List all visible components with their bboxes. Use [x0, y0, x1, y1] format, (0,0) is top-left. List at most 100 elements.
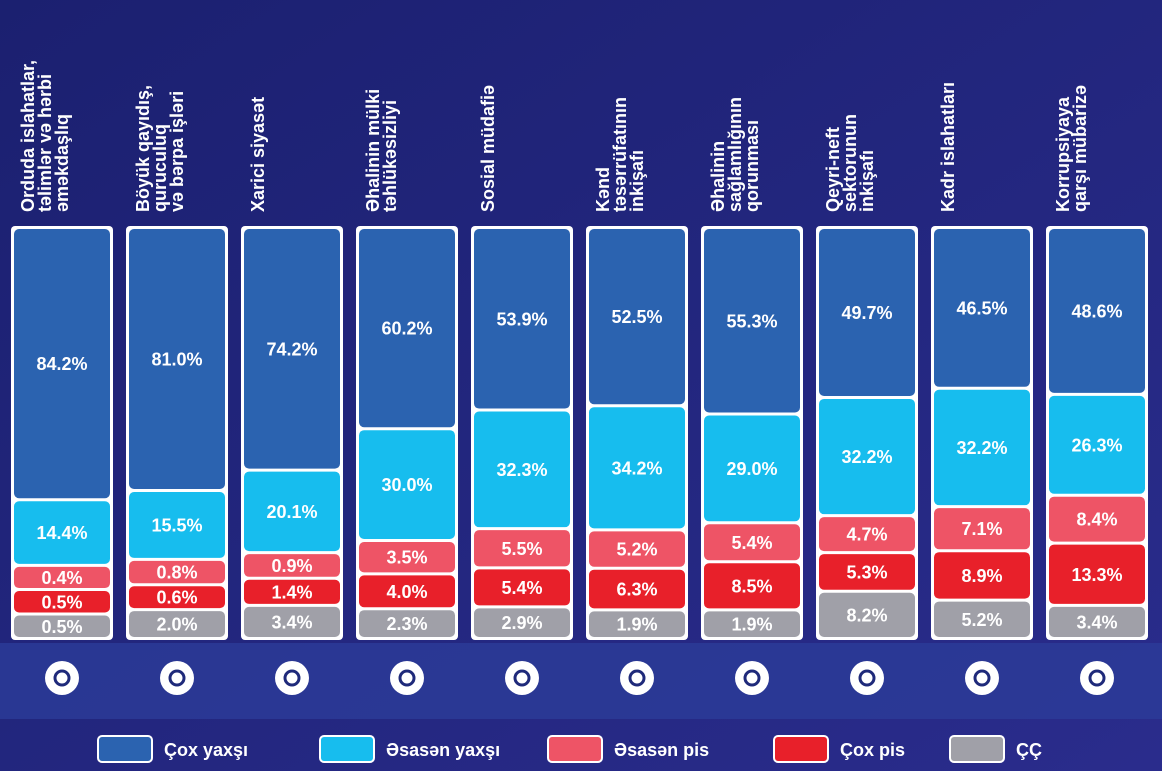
bar-segment: [244, 471, 340, 552]
value-label: 32.3%: [496, 460, 547, 480]
value-label: 2.0%: [156, 615, 197, 635]
bar-segment: [14, 229, 110, 499]
value-label: 48.6%: [1071, 301, 1122, 321]
bar-segment: [934, 508, 1030, 550]
bar-segment: [589, 531, 685, 567]
value-label: 30.0%: [381, 475, 432, 495]
value-label: 0.6%: [156, 588, 197, 608]
icon: [505, 661, 539, 695]
value-label: 4.7%: [846, 525, 887, 545]
icon-glyph: [53, 669, 71, 687]
category-line: inkişafı: [627, 150, 647, 212]
legend-swatch: [97, 735, 153, 763]
bar-segment: [934, 389, 1030, 506]
bar-segment: [934, 552, 1030, 599]
value-label: 13.3%: [1071, 565, 1122, 585]
category-line: Korrupsiyaya: [1053, 96, 1073, 212]
icon: [275, 661, 309, 695]
category-label: Əhalinin mülkitəhlükəsizliyi: [363, 89, 400, 212]
category-line: sektorunun: [840, 114, 860, 212]
value-label: 5.2%: [961, 610, 1002, 630]
value-label: 0.4%: [41, 568, 82, 588]
value-label: 29.0%: [726, 459, 777, 479]
category-label: Qeyri-neftsektorununinkişafı: [823, 114, 877, 212]
category-line: əməkdaşlıq: [52, 114, 72, 212]
category-line: Kadr islahatları: [938, 82, 958, 212]
value-label: 0.9%: [271, 556, 312, 576]
bar-segment: [1049, 606, 1145, 637]
bar-segment: [819, 554, 915, 590]
icon: [1080, 661, 1114, 695]
bar-segment: [474, 530, 570, 567]
bar-segment: [704, 563, 800, 609]
bar-segment: [359, 575, 455, 608]
bar-segment: [704, 415, 800, 522]
value-label: 49.7%: [841, 303, 892, 323]
value-label: 74.2%: [266, 339, 317, 359]
category-line: Əhalinin: [708, 141, 728, 212]
bar-segment: [704, 524, 800, 561]
icon-glyph: [858, 669, 876, 687]
bar-segment: [14, 501, 110, 564]
value-label: 60.2%: [381, 319, 432, 339]
icon-glyph: [743, 669, 761, 687]
bar-segment: [819, 229, 915, 396]
bar-segment: [129, 611, 225, 637]
value-label: 5.3%: [846, 562, 887, 582]
category-line: Sosial müdafiə: [478, 85, 498, 212]
category-line: inkişafı: [857, 150, 877, 212]
bar-segment: [129, 560, 225, 584]
bar-segment: [474, 569, 570, 606]
bar-segment: [589, 229, 685, 405]
value-label: 2.3%: [386, 614, 427, 634]
legend-swatch: [949, 735, 1005, 763]
bar-segment: [359, 541, 455, 573]
value-label: 0.8%: [156, 563, 197, 583]
category-label: Korrupsiyayaqarşı mübarizə: [1053, 85, 1090, 212]
bar-segment: [934, 601, 1030, 637]
bar-segment: [244, 229, 340, 469]
category-label: Xarici siyasət: [248, 97, 268, 212]
bar-segment: [359, 430, 455, 539]
value-label: 81.0%: [151, 350, 202, 370]
legend-label: Çox yaxşı: [164, 740, 248, 760]
value-label: 5.2%: [616, 540, 657, 560]
value-label: 1.9%: [616, 615, 657, 635]
bar-segment: [1049, 544, 1145, 604]
category-line: Kənd: [593, 167, 613, 212]
icon-glyph: [283, 669, 301, 687]
value-label: 5.4%: [731, 533, 772, 553]
bar-segment: [359, 229, 455, 428]
category-line: qarşı mübarizə: [1070, 85, 1090, 212]
value-label: 8.4%: [1076, 510, 1117, 530]
value-label: 32.2%: [841, 447, 892, 467]
bar-segment: [244, 554, 340, 577]
value-label: 26.3%: [1071, 435, 1122, 455]
icon: [160, 661, 194, 695]
legend-swatch: [319, 735, 375, 763]
value-label: 53.9%: [496, 309, 547, 329]
icon-glyph: [168, 669, 186, 687]
category-line: quruculuq: [150, 124, 170, 212]
bar-segment: [1049, 395, 1145, 494]
legend-label: Çox pis: [840, 740, 905, 760]
value-label: 0.5%: [41, 592, 82, 612]
bar-segment: [474, 608, 570, 637]
bar-segment: [704, 611, 800, 637]
category-label: Böyük qayıdış,quruculuqvə bərpa işləri: [133, 85, 187, 212]
category-line: və bərpa işləri: [167, 91, 187, 212]
bar-segment: [14, 591, 110, 613]
value-label: 3.5%: [386, 548, 427, 568]
value-label: 52.5%: [611, 307, 662, 327]
category-label: Sosial müdafiə: [478, 85, 498, 212]
value-label: 8.5%: [731, 576, 772, 596]
bar-segment: [589, 407, 685, 529]
icon: [735, 661, 769, 695]
bar-segment: [1049, 229, 1145, 393]
bar-segment: [359, 610, 455, 637]
icon: [620, 661, 654, 695]
value-label: 15.5%: [151, 515, 202, 535]
bar-segment: [819, 517, 915, 552]
icon: [965, 661, 999, 695]
